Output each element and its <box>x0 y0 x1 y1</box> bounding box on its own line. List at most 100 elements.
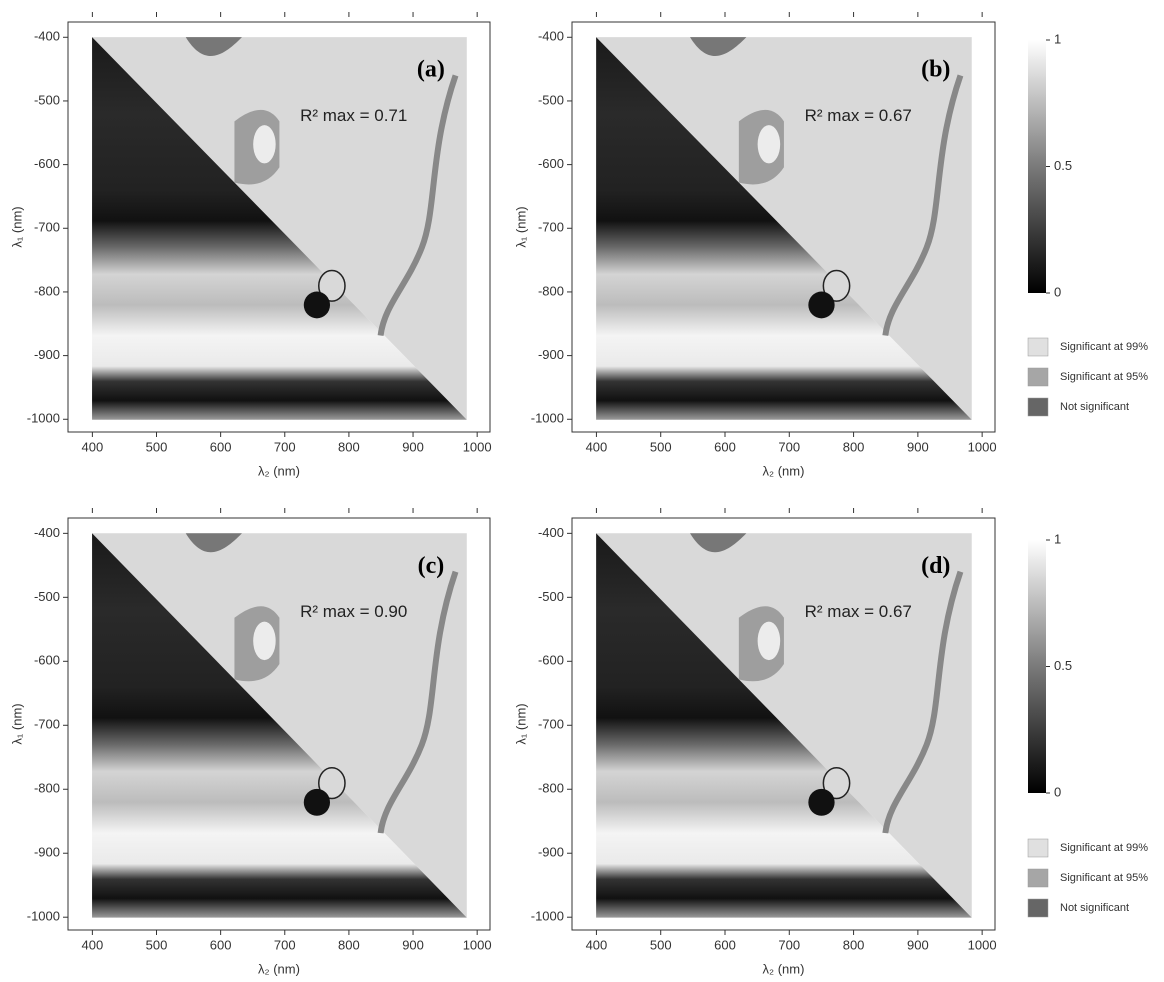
lower-triangle <box>92 533 467 918</box>
r2-annotation: R² max = 0.90 <box>300 602 407 621</box>
r2-annotation: R² max = 0.67 <box>805 106 912 125</box>
x-tick-label: 1000 <box>463 439 492 454</box>
y-tick-label: -1000 <box>531 909 564 924</box>
y-tick-label: -600 <box>538 156 564 171</box>
r2-annotation: R² max = 0.67 <box>805 602 912 621</box>
x-tick-label: 700 <box>778 937 800 952</box>
lower-triangle <box>596 37 972 420</box>
y-axis-label: λ₁ (nm) <box>9 703 24 744</box>
x-axis-label: λ₂ (nm) <box>763 961 805 976</box>
region-not-significant <box>690 37 747 57</box>
x-tick-label: 600 <box>714 439 736 454</box>
x-tick-label: 600 <box>714 937 736 952</box>
colorbar-tick-label: 1 <box>1054 531 1061 546</box>
heatmap-image <box>92 533 467 918</box>
y-tick-label: -1000 <box>27 411 60 426</box>
loop <box>822 766 851 800</box>
y-tick-label: -800 <box>34 781 60 796</box>
heatmap-image <box>596 37 972 420</box>
legend-swatch <box>1027 397 1049 417</box>
x-axis-label: λ₂ (nm) <box>258 463 300 478</box>
region-edge <box>377 570 459 834</box>
region-edge <box>882 74 964 336</box>
legend-label: Not significant <box>1060 401 1129 413</box>
loop <box>822 269 851 302</box>
panel-label: (a) <box>417 57 445 83</box>
region-edge <box>377 74 459 336</box>
colorbar-tick-label: 0.5 <box>1054 658 1072 673</box>
plot-frame <box>67 517 491 931</box>
x-tick-label: 500 <box>146 439 168 454</box>
y-tick-label: -700 <box>538 717 564 732</box>
x-tick-label: 500 <box>146 937 168 952</box>
x-tick-label: 900 <box>907 439 929 454</box>
y-tick-label: -1000 <box>531 411 564 426</box>
heatmap-image <box>92 37 467 420</box>
region-99 <box>757 125 781 164</box>
legend-swatch <box>1027 337 1049 357</box>
x-axis-label: λ₂ (nm) <box>763 463 805 478</box>
y-tick-label: -600 <box>34 156 60 171</box>
x-tick-label: 400 <box>586 439 608 454</box>
blob <box>808 788 835 816</box>
region-99 <box>757 621 781 661</box>
y-axis-label: λ₁ (nm) <box>513 703 528 744</box>
x-tick-label: 900 <box>907 937 929 952</box>
loop <box>318 269 346 302</box>
x-tick-label: 800 <box>338 439 360 454</box>
y-tick-label: -800 <box>538 283 564 298</box>
upper-triangle <box>92 37 467 420</box>
y-tick-label: -700 <box>34 220 60 235</box>
x-tick-label: 400 <box>82 937 104 952</box>
x-tick-label: 1000 <box>463 937 492 952</box>
x-tick-label: 400 <box>586 937 608 952</box>
x-tick-label: 500 <box>650 937 672 952</box>
x-tick-label: 800 <box>843 937 865 952</box>
lower-triangle <box>596 533 972 918</box>
legend-label: Not significant <box>1060 902 1129 914</box>
x-tick-label: 1000 <box>968 937 997 952</box>
x-tick-label: 700 <box>274 439 296 454</box>
heatmap-image <box>596 533 972 918</box>
plot-frame <box>571 21 996 433</box>
y-axis-label: λ₁ (nm) <box>9 206 24 247</box>
x-tick-label: 700 <box>778 439 800 454</box>
legend-swatch <box>1027 898 1049 918</box>
x-tick-label: 500 <box>650 439 672 454</box>
y-tick-label: -400 <box>34 525 60 540</box>
x-axis-label: λ₂ (nm) <box>258 961 300 976</box>
panel-label: (b) <box>921 57 950 83</box>
y-tick-label: -1000 <box>27 909 60 924</box>
blob <box>808 291 835 319</box>
r2-annotation: R² max = 0.71 <box>300 106 407 125</box>
region-not-significant <box>185 533 242 553</box>
loop <box>318 766 346 800</box>
colorbar-tick-label: 0.5 <box>1054 158 1072 173</box>
y-tick-label: -900 <box>538 347 564 362</box>
x-tick-label: 600 <box>210 937 232 952</box>
panel-label: (c) <box>418 553 445 579</box>
y-tick-label: -900 <box>538 845 564 860</box>
y-tick-label: -500 <box>538 589 564 604</box>
x-tick-label: 400 <box>82 439 104 454</box>
legend-swatch <box>1027 868 1049 888</box>
x-tick-label: 1000 <box>968 439 997 454</box>
x-tick-label: 900 <box>402 937 424 952</box>
plot-frame <box>67 21 491 433</box>
x-tick-label: 800 <box>338 937 360 952</box>
x-tick-label: 600 <box>210 439 232 454</box>
legend-label: Significant at 99% <box>1060 341 1148 353</box>
colorbar-tick-label: 0 <box>1054 284 1061 299</box>
colorbar-tick-label: 1 <box>1054 31 1061 46</box>
y-tick-label: -800 <box>538 781 564 796</box>
y-tick-label: -900 <box>34 347 60 362</box>
y-tick-label: -500 <box>538 92 564 107</box>
y-tick-label: -400 <box>34 29 60 44</box>
colorbar <box>1028 40 1046 293</box>
legend-label: Significant at 95% <box>1060 872 1148 884</box>
legend-swatch <box>1027 367 1049 387</box>
y-tick-label: -600 <box>34 653 60 668</box>
x-tick-label: 700 <box>274 937 296 952</box>
blob <box>303 788 331 816</box>
